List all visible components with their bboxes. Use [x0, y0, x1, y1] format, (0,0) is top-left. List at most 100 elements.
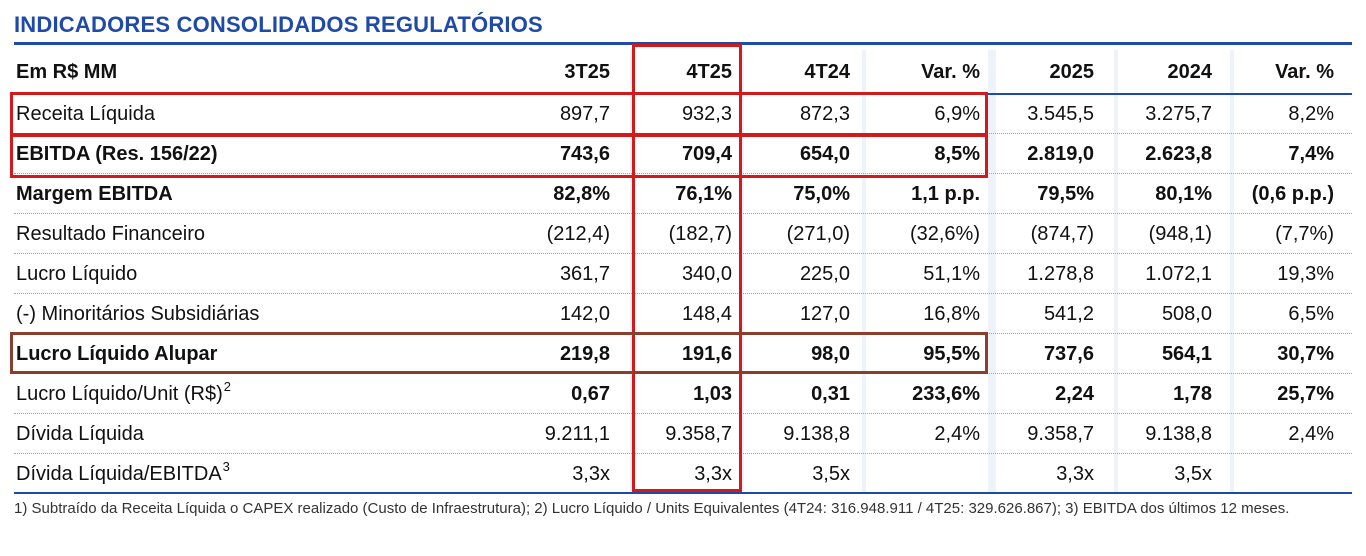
row-value-col-5: 3,5x: [1174, 462, 1212, 485]
row-value-col-6: 8,2%: [1288, 102, 1334, 125]
table-row: Margem EBITDA 82,8% 76,1% 75,0% 1,1 p.p. 79,5…: [14, 174, 1352, 214]
row-value-col-2: 225,0: [799, 262, 850, 285]
row-value-col-6: 30,7%: [1277, 342, 1334, 365]
row-value-col-1: 76,1%: [675, 182, 732, 205]
row-value-col-4: (874,7): [1030, 222, 1094, 245]
row-label: Dívida Líquida: [16, 414, 144, 454]
row-value-col-2: 98,0: [811, 342, 850, 365]
row-value-col-6: 2,4%: [1288, 422, 1334, 445]
col-band-2024: [1118, 50, 1230, 492]
row-label-text: Dívida Líquida: [16, 422, 144, 445]
row-value-col-4: 737,6: [1043, 342, 1094, 365]
table-row: Lucro Líquido 361,7 340,0 225,0 51,1% 1.278,8…: [14, 254, 1352, 294]
title-divider: [14, 42, 1352, 45]
row-label-text: Margem EBITDA: [16, 182, 173, 205]
row-value-col-1: 191,6: [681, 342, 732, 365]
header-col-4: 2025: [1049, 60, 1095, 83]
row-divider: [14, 293, 1352, 294]
header-label: Em R$ MM: [16, 60, 118, 83]
row-value-col-6: 19,3%: [1277, 262, 1334, 285]
row-label-text: Lucro Líquido: [16, 262, 138, 285]
row-value-col-1: 9.358,7: [665, 422, 732, 445]
table-row: Resultado Financeiro (212,4) (182,7) (271,0…: [14, 214, 1352, 254]
col-band-2025: [996, 50, 1114, 492]
row-value-col-6: 25,7%: [1277, 382, 1334, 405]
row-value-col-3: 6,9%: [934, 102, 980, 125]
row-value-col-0: 897,7: [559, 102, 610, 125]
row-label-text: Dívida Líquida/EBITDA: [16, 462, 222, 485]
row-value-col-0: 219,8: [559, 342, 610, 365]
header-col-1: 4T25: [686, 60, 732, 83]
row-label: Resultado Financeiro: [16, 214, 205, 254]
row-label-text: EBITDA (Res. 156/22): [16, 142, 218, 165]
table-row: Dívida Líquida/EBITDA 3 3,3x 3,3x 3,5x 3,3x 3,…: [14, 454, 1352, 494]
row-label: EBITDA (Res. 156/22): [16, 134, 218, 174]
row-value-col-6: 6,5%: [1288, 302, 1334, 325]
row-value-col-1: 932,3: [681, 102, 732, 125]
row-label: Lucro Líquido Alupar: [16, 334, 217, 374]
row-value-col-0: (212,4): [546, 222, 610, 245]
header-col-5: 2024: [1167, 60, 1213, 83]
row-value-col-0: 0,67: [571, 382, 610, 405]
table-row: Dívida Líquida 9.211,1 9.358,7 9.138,8 2,4% 9…: [14, 414, 1352, 454]
table-header-row: Em R$ MM 3T25 4T25 4T24 Var. % 2025 2024 Var. %: [14, 50, 1352, 94]
col-band-4t24: [744, 50, 862, 492]
row-divider: [14, 253, 1352, 254]
table-row: Receita Líquida 897,7 932,3 872,3 6,9% 3.545,…: [14, 94, 1352, 134]
row-value-col-1: 340,0: [681, 262, 732, 285]
row-value-col-1: (182,7): [668, 222, 732, 245]
row-value-col-3: 1,1 p.p.: [911, 182, 980, 205]
row-value-col-0: 82,8%: [553, 182, 610, 205]
row-label-text: Receita Líquida: [16, 102, 155, 125]
row-value-col-5: 80,1%: [1155, 182, 1212, 205]
row-value-col-5: 3.275,7: [1145, 102, 1212, 125]
footnote-marker: 3: [222, 458, 230, 474]
page-title: INDICADORES CONSOLIDADOS REGULATÓRIOS: [14, 12, 543, 37]
row-value-col-2: 75,0%: [793, 182, 850, 205]
row-label-text: Lucro Líquido/Unit (R$): [16, 382, 223, 405]
row-divider: [14, 453, 1352, 454]
row-value-col-3: 51,1%: [923, 262, 980, 285]
row-value-col-5: 2.623,8: [1145, 142, 1212, 165]
row-value-col-3: 8,5%: [934, 142, 980, 165]
footnote: 1) Subtraído da Receita Líquida o CAPEX …: [14, 500, 1290, 517]
row-value-col-2: 127,0: [799, 302, 850, 325]
row-value-col-4: 79,5%: [1037, 182, 1094, 205]
row-value-col-0: 743,6: [559, 142, 610, 165]
row-value-col-2: 872,3: [799, 102, 850, 125]
row-value-col-0: 9.211,1: [544, 422, 610, 445]
row-value-col-1: 148,4: [681, 302, 732, 325]
row-label-text: (-) Minoritários Subsidiárias: [16, 302, 260, 325]
col-band-4t25: [634, 50, 740, 492]
row-label-text: Resultado Financeiro: [16, 222, 205, 245]
col-band-label: [14, 50, 630, 492]
row-value-col-2: (271,0): [786, 222, 850, 245]
row-label: Lucro Líquido: [16, 254, 137, 294]
row-value-col-4: 3.545,5: [1027, 102, 1094, 125]
footnote-marker: 2: [223, 378, 232, 394]
row-label: Receita Líquida: [16, 94, 155, 134]
row-label: Lucro Líquido/Unit (R$) 2: [16, 374, 231, 414]
table-row: Lucro Líquido Alupar 219,8 191,6 98,0 95,5% 7…: [14, 334, 1352, 374]
row-value-col-0: 3,3x: [572, 462, 610, 485]
table-row: (-) Minoritários Subsidiárias 142,0 148,4 1…: [14, 294, 1352, 334]
row-label: (-) Minoritários Subsidiárias: [16, 294, 259, 334]
row-value-col-5: 1.072,1: [1145, 262, 1212, 285]
row-divider: [14, 413, 1352, 414]
row-value-col-3: 16,8%: [923, 302, 980, 325]
row-label: Dívida Líquida/EBITDA 3: [16, 454, 230, 494]
row-value-col-6: 7,4%: [1288, 142, 1334, 165]
row-value-col-3: 233,6%: [912, 382, 980, 405]
row-value-col-5: 9.138,8: [1145, 422, 1212, 445]
table-row: EBITDA (Res. 156/22) 743,6 709,4 654,0 8,5% 2…: [14, 134, 1352, 174]
row-value-col-3: 95,5%: [923, 342, 980, 365]
row-value-col-4: 9.358,7: [1027, 422, 1094, 445]
row-divider: [14, 213, 1352, 214]
header-col-6: Var. %: [1275, 60, 1334, 83]
row-value-col-2: 0,31: [811, 382, 850, 405]
row-value-col-1: 709,4: [681, 142, 732, 165]
table-bottom-rule: [14, 492, 1352, 494]
row-value-col-2: 654,0: [799, 142, 850, 165]
row-value-col-0: 142,0: [559, 302, 610, 325]
row-label-text: Lucro Líquido Alupar: [16, 342, 218, 365]
